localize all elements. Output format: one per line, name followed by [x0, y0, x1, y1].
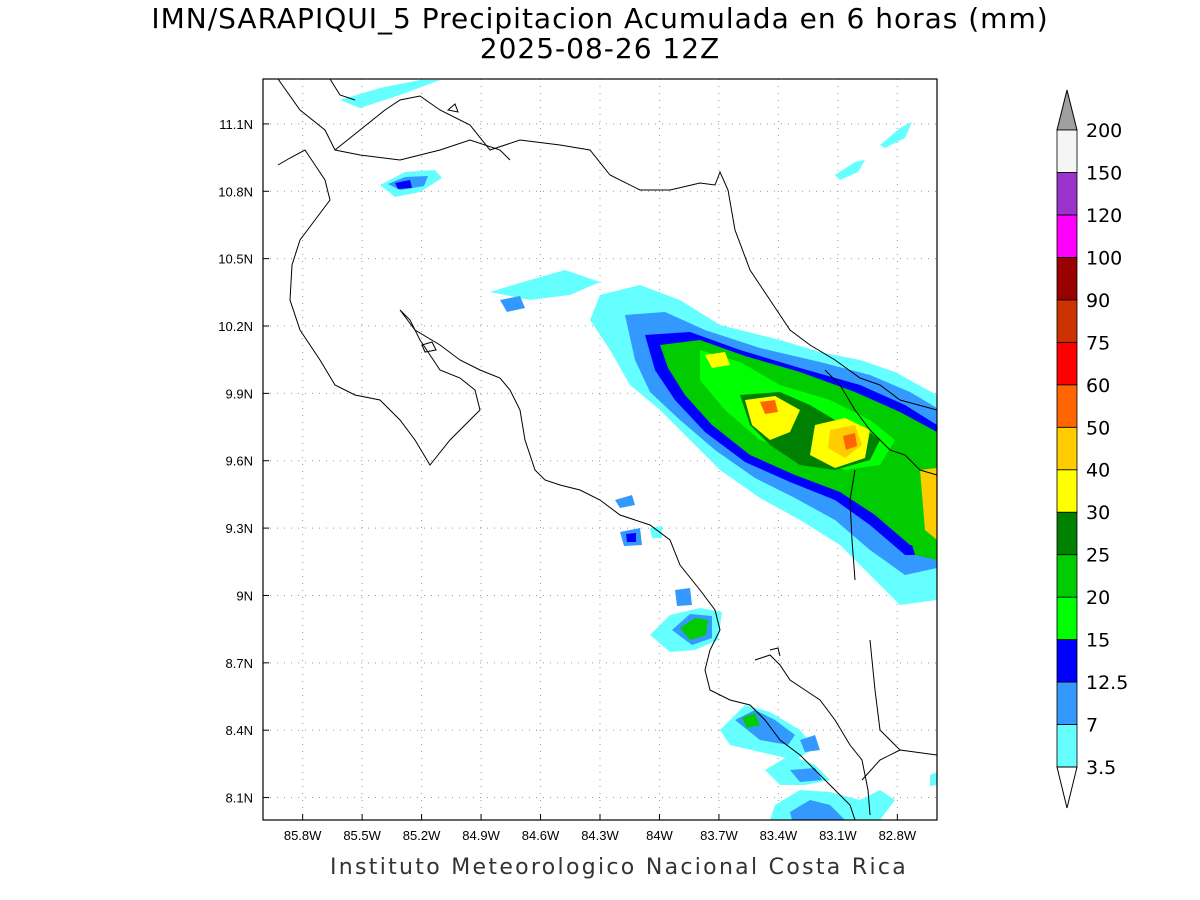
precipitation-field: [340, 80, 937, 820]
map-subtitle: 2025-08-26 12Z: [479, 32, 721, 65]
colorbar-bottom-arrow: [1056, 766, 1078, 809]
lon-tick-label: 85.5W: [343, 828, 381, 843]
lat-tick-label: 9.9N: [226, 386, 253, 401]
lon-tick-label: 83.4W: [760, 828, 798, 843]
lon-tick-label: 83.7W: [700, 828, 738, 843]
colorbar-label: 7: [1086, 715, 1098, 737]
colorbar-swatch: [1056, 596, 1078, 641]
colorbar-label: 60: [1086, 375, 1110, 397]
lat-tick-label: 10.5N: [218, 252, 253, 267]
colorbar-swatch: [1056, 129, 1078, 173]
lat-tick-label: 8.4N: [226, 723, 253, 738]
colorbar-swatch: [1056, 724, 1078, 768]
latitude-labels: 11.1N 10.8N 10.5N 10.2N 9.9N 9.6N 9.3N 9N 8.7N 8.…: [218, 117, 253, 806]
colorbar-label: 120: [1086, 205, 1122, 227]
colorbar-label: 12.5: [1086, 672, 1128, 694]
colorbar-label: 200: [1086, 120, 1122, 142]
colorbar-swatch: [1056, 554, 1078, 598]
lon-tick-label: 82.8W: [879, 828, 917, 843]
colorbar-label: 15: [1086, 630, 1110, 652]
colorbar-swatch: [1056, 681, 1078, 725]
lat-tick-label: 9N: [236, 588, 253, 603]
graticule: [263, 79, 937, 820]
coastline-borders: [277, 79, 937, 820]
colorbar-swatch: [1056, 299, 1078, 343]
lon-tick-label: 85.2W: [403, 828, 441, 843]
footer-credit: Instituto Meteorologico Nacional Costa R…: [330, 855, 909, 880]
colorbar-label: 150: [1086, 162, 1122, 184]
colorbar-label: 3.5: [1086, 757, 1116, 779]
colorbar-swatch: [1056, 511, 1078, 556]
colorbar-top-arrow: [1056, 89, 1078, 131]
colorbar-swatch: [1056, 469, 1078, 513]
colorbar-swatch: [1056, 384, 1078, 428]
colorbar-swatch: [1056, 341, 1078, 386]
colorbar-label: 100: [1086, 247, 1122, 269]
lon-tick-label: 83.1W: [819, 828, 857, 843]
lat-tick-label: 10.8N: [218, 184, 253, 199]
colorbar-label: 20: [1086, 587, 1110, 609]
colorbar-swatch: [1056, 214, 1078, 258]
colorbar-swatch: [1056, 172, 1078, 216]
colorbar-label: 90: [1086, 290, 1110, 312]
lat-tick-label: 9.6N: [226, 454, 253, 469]
lon-tick-label: 84W: [646, 828, 673, 843]
map-frame: [262, 78, 938, 821]
lat-tick-label: 8.1N: [226, 791, 253, 806]
lon-tick-label: 84.6W: [522, 828, 560, 843]
lat-tick-label: 9.3N: [226, 521, 253, 536]
colorbar-label: 25: [1086, 545, 1110, 567]
lat-tick-label: 10.2N: [218, 319, 253, 334]
longitude-labels: 85.8W 85.5W 85.2W 84.9W 84.6W 84.3W 84W 83.7W 83…: [284, 828, 917, 843]
colorbar-swatch: [1056, 256, 1078, 301]
lon-tick-label: 84.3W: [581, 828, 619, 843]
colorbar-swatch: [1056, 426, 1078, 471]
colorbar-label: 75: [1086, 332, 1110, 354]
lon-tick-label: 84.9W: [462, 828, 500, 843]
colorbar-label: 30: [1086, 502, 1110, 524]
lon-tick-label: 85.8W: [284, 828, 322, 843]
colorbar-label: 40: [1086, 460, 1110, 482]
colorbar-label: 50: [1086, 417, 1110, 439]
lat-tick-label: 11.1N: [219, 117, 253, 132]
map-title: IMN/SARAPIQUI_5 Precipitacion Acumulada …: [151, 2, 1049, 35]
colorbar: 3.5 7 12.5 15 20 25 30 40 50 60 75 90 100 120 150 200: [1056, 89, 1128, 809]
lat-tick-label: 8.7N: [226, 656, 253, 671]
colorbar-swatch: [1056, 639, 1078, 683]
